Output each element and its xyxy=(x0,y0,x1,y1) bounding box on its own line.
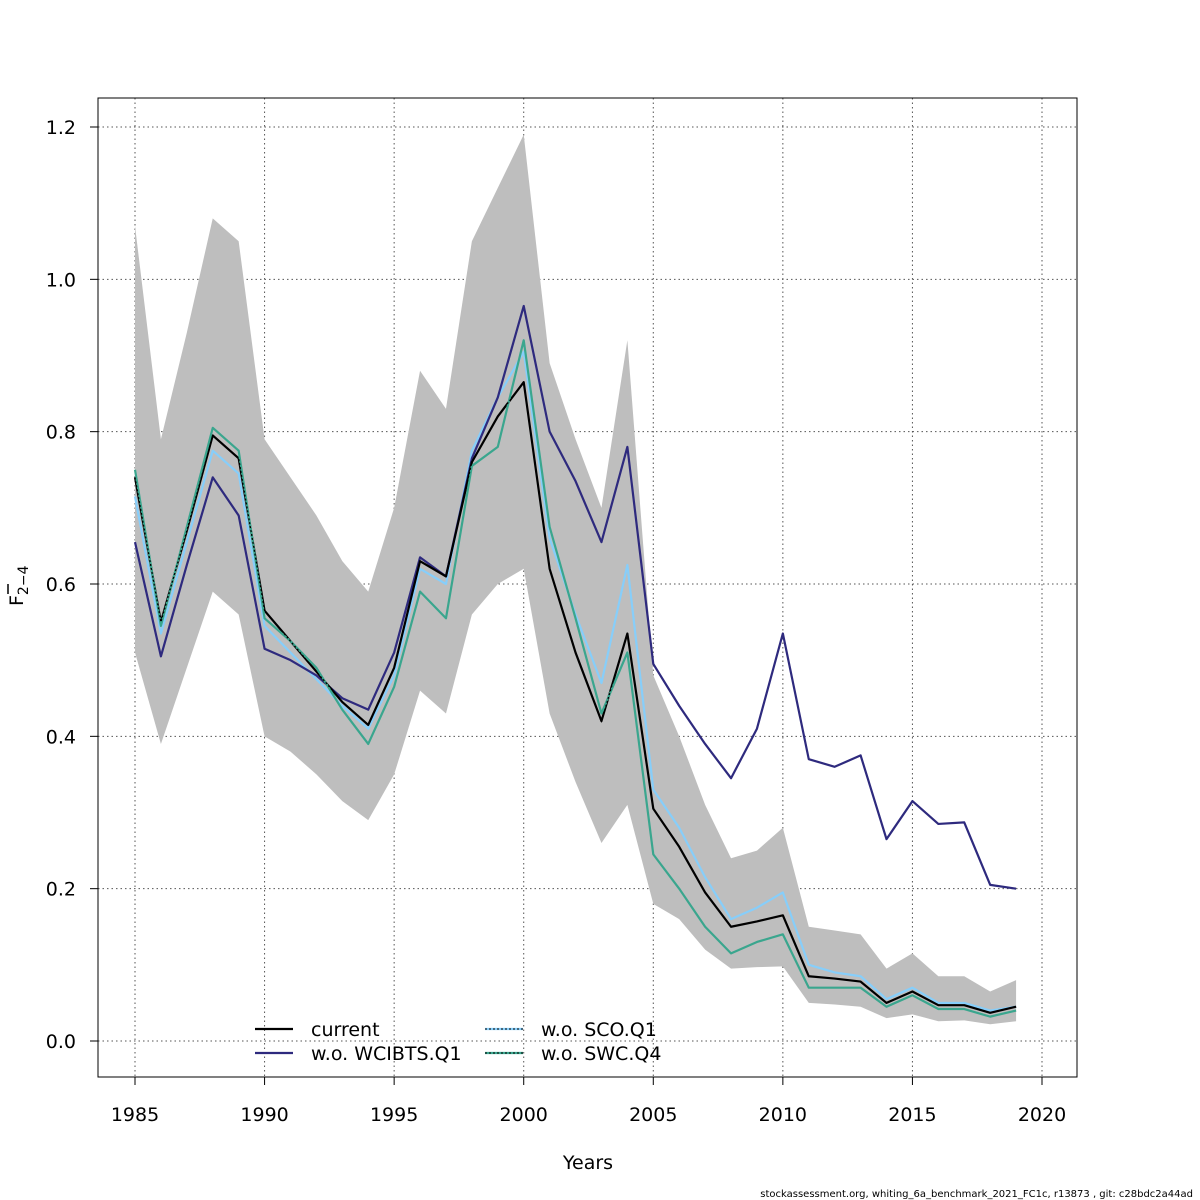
svg-text:F2−4: F2−4 xyxy=(6,565,32,606)
band-layer xyxy=(135,134,1017,1025)
legend-label: current xyxy=(311,1019,380,1041)
legend-item: w.o. SCO.Q1 xyxy=(485,1019,657,1041)
y-axis-title-subscript: 2−4 xyxy=(16,565,32,595)
legend-label: w.o. SCO.Q1 xyxy=(541,1019,657,1041)
x-tick-label: 2000 xyxy=(500,1104,548,1126)
series-line-3 xyxy=(133,339,1017,1018)
x-tick-label: 2015 xyxy=(888,1104,936,1126)
y-tick-label: 0.2 xyxy=(46,879,76,901)
y-tick-label: 0.4 xyxy=(46,726,76,748)
x-tick-label: 1990 xyxy=(240,1104,288,1126)
y-tick-label: 1.2 xyxy=(46,117,76,139)
legend-label: w.o. SWC.Q4 xyxy=(541,1043,661,1065)
x-tick-label: 1985 xyxy=(111,1104,159,1126)
series-line-current-overlay xyxy=(134,380,1017,1014)
y-axis-title-text: F xyxy=(6,595,28,606)
x-tick-label: 2005 xyxy=(629,1104,677,1126)
legend-label: w.o. WCIBTS.Q1 xyxy=(311,1043,462,1065)
y-tick-label: 0.6 xyxy=(46,574,76,596)
x-axis: 1985 1990 1995 2000 2005 2010 2015 2020 xyxy=(111,1077,1066,1126)
legend-item: w.o. SWC.Q4 xyxy=(485,1043,661,1065)
x-tick-label: 1995 xyxy=(370,1104,418,1126)
y-axis: 0.0 0.2 0.4 0.6 0.8 1.0 1.2 xyxy=(46,117,98,1053)
series-layer xyxy=(133,304,1017,1018)
y-axis-title: F2−4 xyxy=(6,565,32,606)
y-tick-label: 0.0 xyxy=(46,1031,76,1053)
x-tick-label: 2010 xyxy=(759,1104,807,1126)
x-axis-title: Years xyxy=(562,1152,613,1174)
legend-item: current xyxy=(255,1019,380,1041)
legend-item: w.o. WCIBTS.Q1 xyxy=(255,1043,462,1065)
plot-frame xyxy=(97,97,1078,1078)
x-tick-label: 2020 xyxy=(1018,1104,1066,1126)
confidence-band xyxy=(135,134,1017,1025)
y-tick-label: 1.0 xyxy=(46,269,76,291)
y-tick-label: 0.8 xyxy=(46,422,76,444)
series-line-1 xyxy=(133,304,1017,890)
footer-note: stockassessment.org, whiting_6a_benchmar… xyxy=(760,1189,1193,1200)
